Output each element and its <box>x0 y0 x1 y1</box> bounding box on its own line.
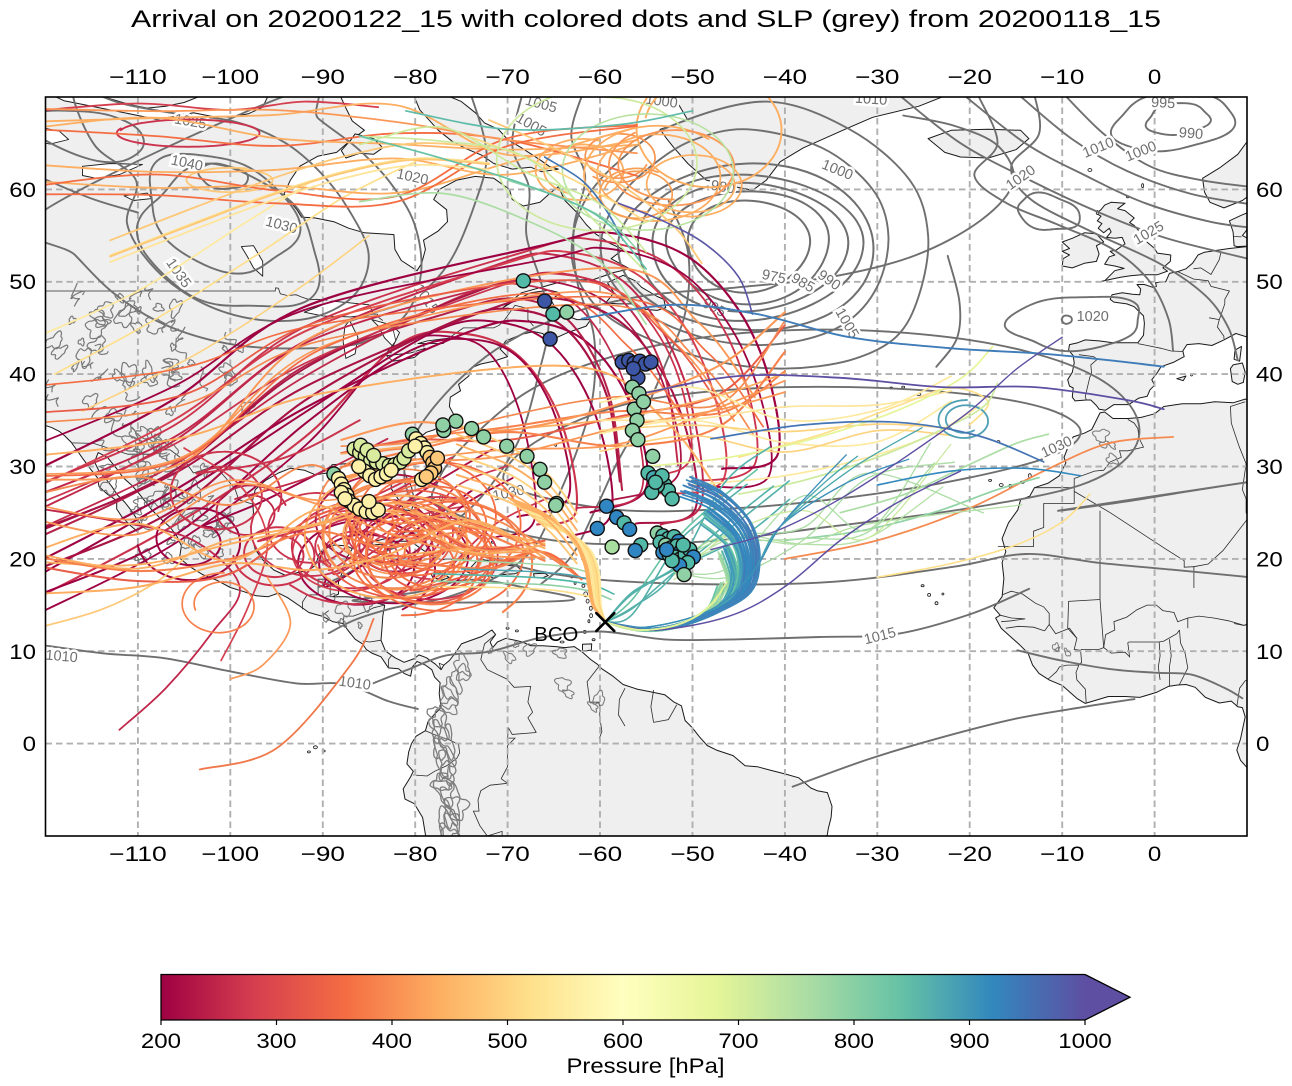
svg-text:1020: 1020 <box>1077 309 1109 325</box>
svg-text:900: 900 <box>949 1030 989 1053</box>
svg-text:−110: −110 <box>109 66 167 89</box>
svg-text:995: 995 <box>1151 95 1176 112</box>
svg-text:−70: −70 <box>485 66 529 89</box>
svg-text:30: 30 <box>9 456 36 479</box>
svg-text:−30: −30 <box>855 66 899 89</box>
svg-text:200: 200 <box>141 1030 181 1053</box>
svg-text:40: 40 <box>1256 364 1283 387</box>
svg-text:40: 40 <box>9 364 36 387</box>
svg-text:Arrival on 20200122_15 with co: Arrival on 20200122_15 with colored dots… <box>131 6 1161 33</box>
svg-text:0: 0 <box>1148 66 1161 89</box>
svg-text:1000: 1000 <box>1058 1030 1111 1053</box>
svg-text:60: 60 <box>1256 179 1283 202</box>
svg-text:−20: −20 <box>948 843 992 866</box>
svg-text:50: 50 <box>1256 271 1283 294</box>
svg-text:800: 800 <box>834 1030 874 1053</box>
svg-text:10: 10 <box>1256 641 1283 664</box>
svg-text:−20: −20 <box>948 66 992 89</box>
svg-text:BCO: BCO <box>534 624 578 646</box>
svg-text:−110: −110 <box>109 843 167 866</box>
svg-text:700: 700 <box>718 1030 758 1053</box>
svg-text:1010: 1010 <box>45 648 79 667</box>
svg-text:50: 50 <box>9 271 36 294</box>
svg-text:60: 60 <box>9 179 36 202</box>
svg-text:−60: −60 <box>578 66 622 89</box>
svg-text:−90: −90 <box>301 843 345 866</box>
svg-text:−80: −80 <box>393 843 437 866</box>
svg-text:0: 0 <box>23 733 36 756</box>
svg-text:Pressure [hPa]: Pressure [hPa] <box>567 1055 725 1078</box>
svg-text:−10: −10 <box>1040 66 1084 89</box>
svg-text:400: 400 <box>372 1030 412 1053</box>
svg-text:500: 500 <box>487 1030 527 1053</box>
svg-text:−30: −30 <box>855 843 899 866</box>
svg-text:0: 0 <box>1256 733 1269 756</box>
svg-text:10: 10 <box>9 641 36 664</box>
svg-text:300: 300 <box>256 1030 296 1053</box>
svg-text:20: 20 <box>1256 548 1283 571</box>
svg-text:−90: −90 <box>301 66 345 89</box>
svg-text:−70: −70 <box>485 843 529 866</box>
svg-text:0: 0 <box>1148 843 1161 866</box>
svg-text:−50: −50 <box>670 843 714 866</box>
svg-text:−40: −40 <box>763 843 807 866</box>
svg-text:600: 600 <box>603 1030 643 1053</box>
svg-text:−60: −60 <box>578 843 622 866</box>
svg-text:20: 20 <box>9 548 36 571</box>
svg-text:−80: −80 <box>393 66 437 89</box>
svg-text:−100: −100 <box>201 843 259 866</box>
svg-text:990: 990 <box>1178 125 1204 143</box>
svg-text:−40: −40 <box>763 66 807 89</box>
svg-text:30: 30 <box>1256 456 1283 479</box>
svg-text:−50: −50 <box>670 66 714 89</box>
svg-text:−10: −10 <box>1040 843 1084 866</box>
svg-text:−100: −100 <box>201 66 259 89</box>
